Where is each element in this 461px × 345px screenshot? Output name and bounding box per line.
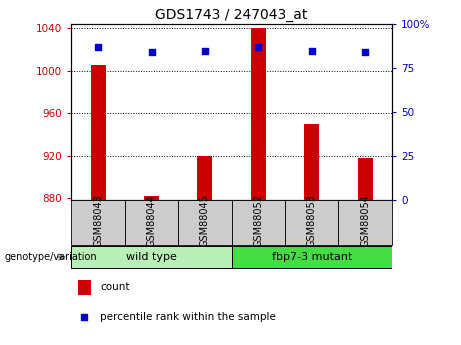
Point (361, 50, 369, 55)
Text: GSM88044: GSM88044 (147, 194, 157, 247)
FancyBboxPatch shape (125, 200, 178, 245)
Text: GSM88045: GSM88045 (200, 194, 210, 247)
Title: GDS1743 / 247043_at: GDS1743 / 247043_at (155, 8, 308, 22)
FancyBboxPatch shape (178, 200, 231, 245)
Bar (251, 28, 266, 200)
Point (254, 44, 262, 50)
Point (201, 48, 209, 53)
Point (95, 44, 102, 50)
Bar (91, 66, 106, 200)
FancyBboxPatch shape (338, 200, 392, 245)
Text: count: count (100, 282, 130, 292)
Text: GSM88053: GSM88053 (307, 194, 317, 247)
FancyBboxPatch shape (231, 200, 285, 245)
Point (308, 48, 315, 53)
Text: GSM88043: GSM88043 (93, 194, 103, 247)
Text: fbp7-3 mutant: fbp7-3 mutant (272, 252, 352, 262)
Text: percentile rank within the sample: percentile rank within the sample (100, 312, 276, 322)
Point (81, 314, 88, 319)
Bar (78, 280, 91, 295)
Bar (304, 124, 319, 200)
Bar (197, 156, 213, 200)
Text: genotype/variation: genotype/variation (5, 252, 97, 262)
Point (148, 50, 155, 55)
FancyBboxPatch shape (231, 246, 392, 268)
FancyBboxPatch shape (71, 200, 125, 245)
Bar (358, 158, 372, 200)
FancyBboxPatch shape (285, 200, 338, 245)
Text: wild type: wild type (126, 252, 177, 262)
Text: GSM88054: GSM88054 (360, 194, 370, 247)
Text: GSM88052: GSM88052 (254, 194, 263, 247)
Bar (144, 196, 159, 200)
FancyBboxPatch shape (71, 246, 231, 268)
